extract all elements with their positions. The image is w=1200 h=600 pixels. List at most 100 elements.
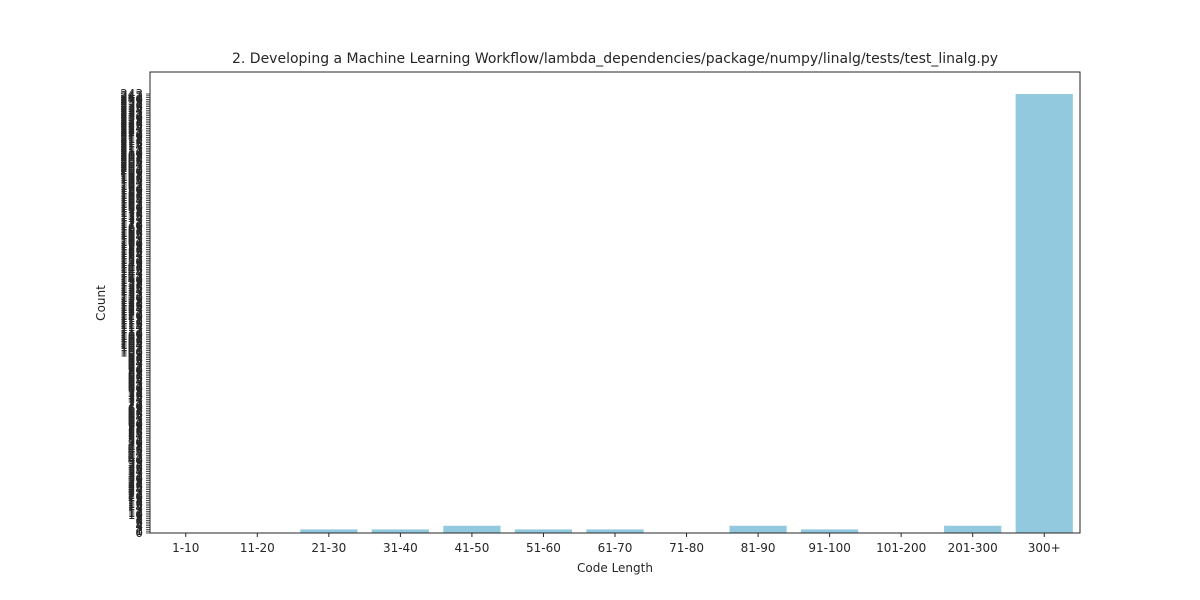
x-tick-label: 91-100 bbox=[808, 541, 851, 555]
y-tick-label: 143 bbox=[120, 268, 143, 282]
bar-91-100 bbox=[801, 529, 859, 533]
y-tick-label: 108 bbox=[120, 331, 143, 345]
bar-300+ bbox=[1015, 94, 1073, 533]
y-tick-label: 50 bbox=[128, 436, 143, 450]
bar-81-90 bbox=[729, 525, 787, 533]
y-tick-label: 206 bbox=[120, 154, 143, 168]
y-tick-label: 33 bbox=[128, 466, 143, 480]
y-tick-label: 124 bbox=[120, 302, 143, 316]
x-tick-label: 1-10 bbox=[172, 541, 199, 555]
y-tick-label: 196 bbox=[120, 172, 143, 186]
y-tick-label: 231 bbox=[120, 109, 143, 123]
y-tick-label: 132 bbox=[120, 288, 143, 302]
y-tick-label: 189 bbox=[120, 185, 143, 199]
y-tick-label: 13 bbox=[128, 503, 143, 517]
y-tick-label: 239 bbox=[120, 94, 143, 108]
y-tick-label: 44 bbox=[128, 447, 143, 461]
y-tick-label: 120 bbox=[120, 309, 143, 323]
y-tick-label: 28 bbox=[128, 475, 143, 489]
y-tick-label: 182 bbox=[120, 197, 143, 211]
y-tick-label: 59 bbox=[128, 419, 143, 433]
y-tick-label: 89 bbox=[128, 365, 143, 379]
y-tick-label: 144 bbox=[120, 266, 143, 280]
y-tick-label: 166 bbox=[120, 226, 143, 240]
y-tick-label: 141 bbox=[120, 271, 143, 285]
y-tick-label: 177 bbox=[120, 206, 143, 220]
y-tick-label: 171 bbox=[120, 217, 143, 231]
y-tick-label: 78 bbox=[128, 385, 143, 399]
y-tick-label: 234 bbox=[120, 103, 143, 117]
y-tick-label: 85 bbox=[128, 372, 143, 386]
y-tick-label: 77 bbox=[128, 387, 143, 401]
y-tick-label: 137 bbox=[120, 279, 143, 293]
y-tick-label: 222 bbox=[120, 125, 143, 139]
y-tick-label: 152 bbox=[120, 251, 143, 265]
y-tick-label: 115 bbox=[120, 318, 143, 332]
x-tick-label: 201-300 bbox=[948, 541, 998, 555]
y-tick-label: 228 bbox=[120, 114, 143, 128]
y-tick-label: 185 bbox=[120, 192, 143, 206]
y-tick-label: 172 bbox=[120, 215, 143, 229]
y-tick-label: 173 bbox=[120, 213, 143, 227]
y-tick-label: 112 bbox=[120, 324, 143, 338]
y-tick-label: 96 bbox=[128, 353, 143, 367]
y-tick-label: 154 bbox=[120, 248, 143, 262]
y-tick-label: 60 bbox=[128, 418, 143, 432]
y-tick-label: 8 bbox=[135, 512, 143, 526]
y-tick-label: 93 bbox=[128, 358, 143, 372]
y-tick-label: 191 bbox=[120, 181, 143, 195]
x-tick-label: 61-70 bbox=[598, 541, 633, 555]
y-tick-label: 209 bbox=[120, 148, 143, 162]
bar-61-70 bbox=[586, 529, 644, 533]
y-tick-label: 243 bbox=[120, 87, 143, 101]
y-tick-label: 219 bbox=[120, 130, 143, 144]
bar-31-40 bbox=[371, 529, 429, 533]
y-tick-label: 147 bbox=[120, 260, 143, 274]
y-tick-label: 204 bbox=[120, 157, 143, 171]
y-tick-label: 149 bbox=[120, 257, 143, 271]
y-tick-label: 114 bbox=[120, 320, 143, 334]
y-tick-label: 94 bbox=[128, 356, 143, 370]
x-tick-label: 300+ bbox=[1028, 541, 1061, 555]
y-tick-label: 52 bbox=[128, 432, 143, 446]
y-tick-label: 192 bbox=[120, 179, 143, 193]
y-axis: 0123456789101112131415161718192021222324… bbox=[120, 87, 150, 540]
y-tick-label: 81 bbox=[128, 380, 143, 394]
y-tick-label: 34 bbox=[128, 465, 143, 479]
y-tick-label: 212 bbox=[120, 143, 143, 157]
y-tick-label: 121 bbox=[120, 307, 143, 321]
y-tick-label: 73 bbox=[128, 394, 143, 408]
y-tick-label: 17 bbox=[128, 495, 143, 509]
y-tick-label: 84 bbox=[128, 374, 143, 388]
y-tick-label: 237 bbox=[120, 98, 143, 112]
y-tick-label: 195 bbox=[120, 174, 143, 188]
y-tick-label: 131 bbox=[120, 289, 143, 303]
y-tick-label: 37 bbox=[128, 459, 143, 473]
y-tick-label: 241 bbox=[120, 91, 143, 105]
y-tick-label: 9 bbox=[135, 510, 143, 524]
y-tick-label: 169 bbox=[120, 221, 143, 235]
y-tick-label: 160 bbox=[120, 237, 143, 251]
y-tick-label: 203 bbox=[120, 159, 143, 173]
y-tick-label: 221 bbox=[120, 127, 143, 141]
y-tick-label: 117 bbox=[120, 315, 143, 329]
y-tick-label: 159 bbox=[120, 239, 143, 253]
y-tick-label: 7 bbox=[135, 513, 143, 527]
y-tick-label: 161 bbox=[120, 235, 143, 249]
y-tick-label: 230 bbox=[120, 110, 143, 124]
plot-area bbox=[300, 94, 1073, 533]
chart-title: 2. Developing a Machine Learning Workflo… bbox=[232, 51, 998, 67]
y-tick-label: 227 bbox=[120, 116, 143, 130]
y-tick-label: 207 bbox=[120, 152, 143, 166]
y-tick-label: 226 bbox=[120, 118, 143, 132]
y-tick-label: 82 bbox=[128, 378, 143, 392]
y-tick-label: 2 bbox=[135, 522, 143, 536]
y-tick-label: 80 bbox=[128, 381, 143, 395]
y-tick-label: 181 bbox=[120, 199, 143, 213]
y-tick-label: 155 bbox=[120, 246, 143, 260]
y-tick-label: 29 bbox=[128, 474, 143, 488]
y-tick-label: 86 bbox=[128, 371, 143, 385]
y-tick-label: 135 bbox=[120, 282, 143, 296]
y-tick-label: 225 bbox=[120, 120, 143, 134]
y-tick-label: 16 bbox=[128, 497, 143, 511]
